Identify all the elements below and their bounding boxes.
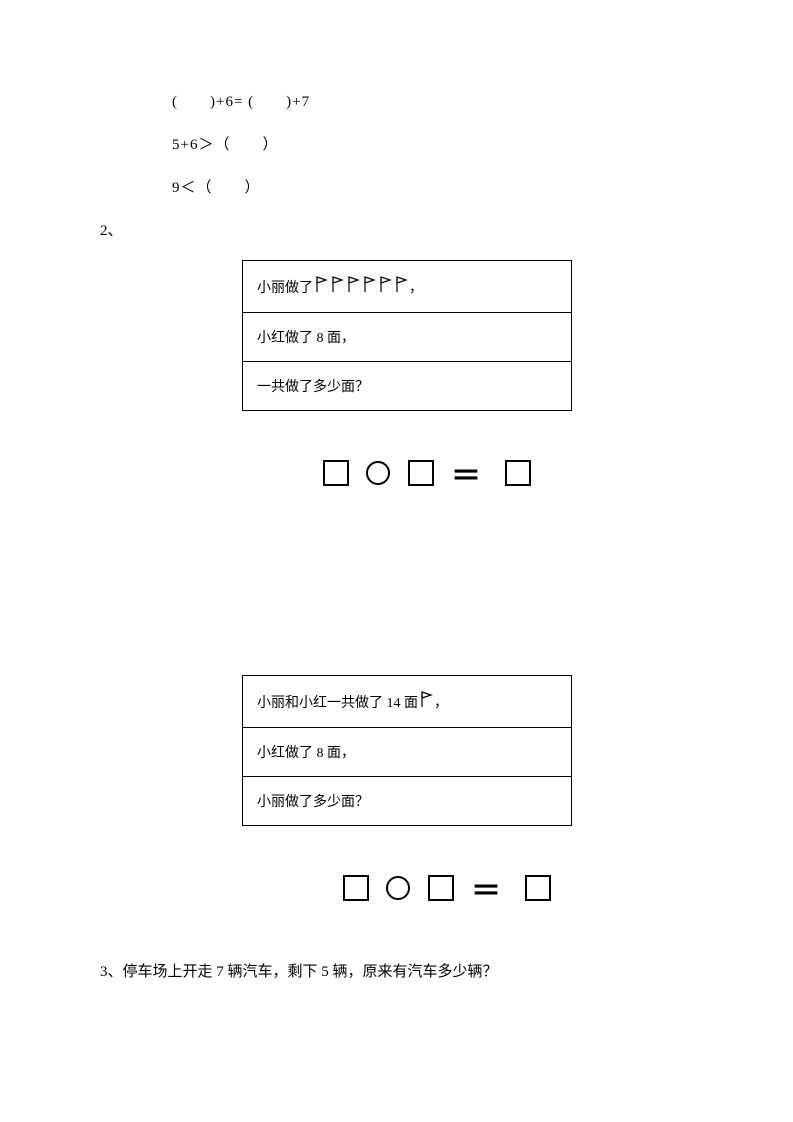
square-icon	[343, 875, 369, 901]
square-icon	[505, 460, 531, 486]
flag-icon	[330, 275, 344, 298]
problem2-row2: 小红做了 8 面，	[243, 728, 571, 777]
equation-template-1: ＝	[160, 451, 693, 495]
problem1-row2: 小红做了 8 面，	[243, 313, 571, 362]
flags-container-2	[418, 690, 434, 713]
equals-sign: ＝	[471, 866, 507, 910]
flags-container-1	[313, 275, 409, 298]
problem1-row1-suffix: ，	[409, 277, 423, 297]
flag-icon	[419, 690, 433, 713]
circle-icon	[366, 461, 390, 485]
problem1-row1-prefix: 小丽做了	[257, 277, 313, 297]
square-icon	[428, 875, 454, 901]
flag-icon	[314, 275, 328, 298]
equation-line-2: 5+6＞（ ）	[172, 133, 693, 154]
circle-icon	[386, 876, 410, 900]
flag-icon	[394, 275, 408, 298]
problem-box-1: 小丽做了 ， 小红做了 8 面， 一共做了多少面？	[242, 260, 572, 411]
section-3-problem: 3、停车场上开走 7 辆汽车，剩下 5 辆，原来有汽车多少辆？	[100, 960, 693, 981]
problem2-row1-suffix: ，	[434, 692, 448, 712]
section-2-number: 2、	[100, 219, 693, 240]
square-icon	[525, 875, 551, 901]
flag-icon	[362, 275, 376, 298]
equation-template-2: ＝	[200, 866, 693, 910]
problem1-row3: 一共做了多少面？	[243, 362, 571, 410]
flag-icon	[346, 275, 360, 298]
equation-line-1: ( )+6= ( )+7	[172, 90, 693, 111]
problem-box-2: 小丽和小红一共做了 14 面 ， 小红做了 8 面， 小丽做了多少面？	[242, 675, 572, 826]
flag-icon	[378, 275, 392, 298]
square-icon	[408, 460, 434, 486]
problem1-row1: 小丽做了 ，	[243, 261, 571, 313]
problem2-row1-prefix: 小丽和小红一共做了 14 面	[257, 692, 418, 712]
problem2-row3: 小丽做了多少面？	[243, 777, 571, 825]
square-icon	[323, 460, 349, 486]
problem2-row1: 小丽和小红一共做了 14 面 ，	[243, 676, 571, 728]
equation-line-3: 9＜（ ）	[172, 176, 693, 197]
equals-sign: ＝	[451, 451, 487, 495]
